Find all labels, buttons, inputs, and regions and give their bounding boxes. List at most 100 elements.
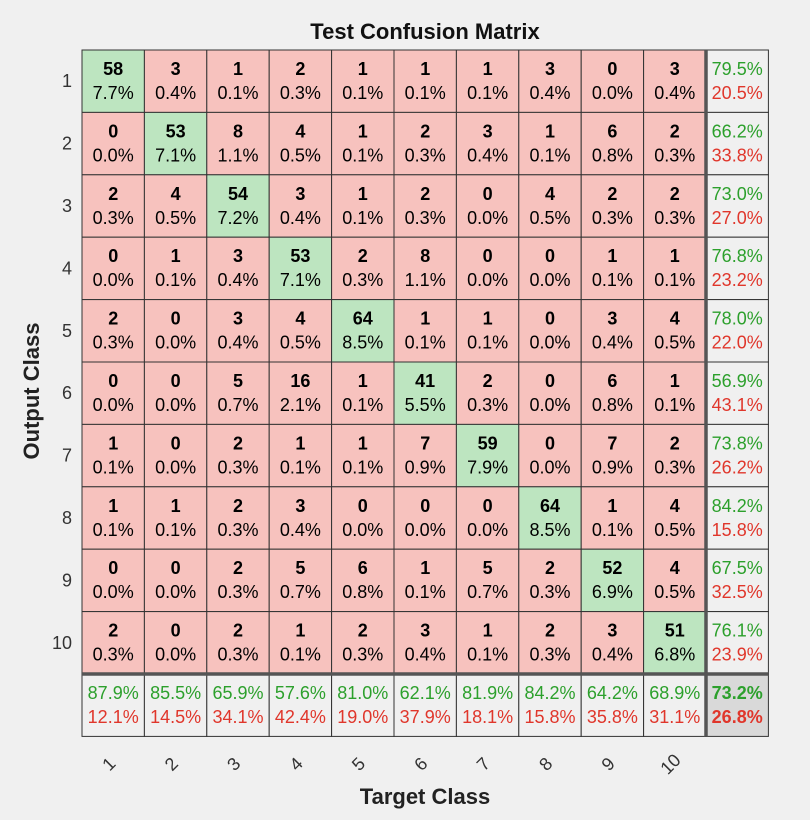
cell-percent: 0.3% xyxy=(529,645,570,665)
cell-count: 0 xyxy=(545,433,555,453)
x-tick-label: 10 xyxy=(656,750,684,778)
cell-percent: 0.0% xyxy=(93,395,134,415)
matrix-cell xyxy=(81,486,145,550)
row-precision: 73.8% xyxy=(712,433,763,453)
cell-count: 58 xyxy=(103,59,123,79)
cell-count: 51 xyxy=(665,621,685,641)
cell-count: 2 xyxy=(420,184,430,204)
matrix-cell xyxy=(643,486,707,550)
cell-count: 1 xyxy=(607,496,617,516)
x-tick-labels: 1 2 3 4 5 6 7 8 9 10 xyxy=(98,750,684,778)
cell-percent: 0.4% xyxy=(280,520,321,540)
x-tick-label: 7 xyxy=(473,754,494,775)
cell-percent: 0.0% xyxy=(93,582,134,602)
col-error: 12.1% xyxy=(88,707,139,727)
summary-cell xyxy=(393,673,457,737)
col-error: 37.9% xyxy=(400,707,451,727)
x-tick-label: 3 xyxy=(223,754,244,775)
cell-percent: 0.1% xyxy=(405,333,446,353)
cell-count: 7 xyxy=(420,433,430,453)
cell-count: 1 xyxy=(483,621,493,641)
matrix-cell xyxy=(206,611,270,675)
cell-count: 0 xyxy=(171,371,181,391)
matrix-cell xyxy=(518,486,582,550)
cell-percent: 0.4% xyxy=(155,83,196,103)
y-tick-label: 4 xyxy=(62,258,72,278)
summary-cell xyxy=(705,548,769,613)
matrix-cell xyxy=(331,611,395,675)
cell-count: 2 xyxy=(358,621,368,641)
cell-count: 2 xyxy=(670,433,680,453)
cell-percent: 0.3% xyxy=(654,145,695,165)
summary-cell xyxy=(705,361,769,425)
cell-count: 3 xyxy=(607,309,617,329)
row-error: 27.0% xyxy=(712,208,763,228)
matrix-cell xyxy=(518,49,582,113)
cell-percent: 0.1% xyxy=(592,270,633,290)
cell-count: 2 xyxy=(233,496,243,516)
cell-percent: 0.3% xyxy=(217,457,258,477)
cell-percent: 0.1% xyxy=(280,457,321,477)
col-recall: 68.9% xyxy=(649,683,700,703)
cell-percent: 0.5% xyxy=(654,333,695,353)
row-error: 43.1% xyxy=(712,395,763,415)
cell-percent: 0.0% xyxy=(155,457,196,477)
cell-count: 59 xyxy=(478,433,498,453)
cell-count: 64 xyxy=(353,309,373,329)
cell-count: 52 xyxy=(602,558,622,578)
y-tick-label: 5 xyxy=(62,321,72,341)
cell-count: 4 xyxy=(295,309,305,329)
matrix-cell xyxy=(206,174,270,238)
cell-count: 2 xyxy=(545,621,555,641)
cell-count: 2 xyxy=(358,246,368,266)
cell-percent: 0.0% xyxy=(529,457,570,477)
cell-count: 2 xyxy=(670,121,680,141)
summary-cell xyxy=(518,673,582,737)
x-tick-label: 2 xyxy=(161,754,182,775)
cell-percent: 0.3% xyxy=(217,582,258,602)
cell-count: 0 xyxy=(108,121,118,141)
cell-count: 1 xyxy=(108,496,118,516)
matrix-cell xyxy=(268,49,333,113)
cell-count: 1 xyxy=(295,621,305,641)
cell-count: 5 xyxy=(295,558,305,578)
cell-percent: 0.1% xyxy=(654,395,695,415)
y-tick-labels: 1 2 3 4 5 6 7 8 9 10 xyxy=(52,71,72,653)
col-recall: 85.5% xyxy=(150,683,201,703)
cell-percent: 0.8% xyxy=(592,395,633,415)
x-tick-label: 6 xyxy=(410,754,431,775)
cell-count: 0 xyxy=(483,246,493,266)
cell-count: 6 xyxy=(607,121,617,141)
row-precision: 78.0% xyxy=(712,309,763,329)
cell-percent: 0.0% xyxy=(467,270,508,290)
summary-cell xyxy=(81,673,145,737)
cell-percent: 0.3% xyxy=(405,208,446,228)
col-recall: 84.2% xyxy=(524,683,575,703)
cell-percent: 7.1% xyxy=(155,145,196,165)
cell-percent: 0.1% xyxy=(93,520,134,540)
cell-count: 1 xyxy=(545,121,555,141)
cell-percent: 0.0% xyxy=(529,270,570,290)
summary-cell xyxy=(331,673,395,737)
col-recall: 65.9% xyxy=(212,683,263,703)
matrix-cell xyxy=(580,236,645,301)
cell-count: 0 xyxy=(171,433,181,453)
cell-percent: 0.1% xyxy=(342,395,383,415)
cell-percent: 0.8% xyxy=(592,145,633,165)
summary-cell xyxy=(206,673,270,737)
cell-percent: 0.4% xyxy=(529,83,570,103)
cell-count: 41 xyxy=(415,371,435,391)
col-error: 31.1% xyxy=(649,707,700,727)
cell-count: 3 xyxy=(607,621,617,641)
matrix-cell xyxy=(331,111,395,176)
matrix-cell xyxy=(81,611,145,675)
row-precision: 56.9% xyxy=(712,371,763,391)
matrix-cell xyxy=(206,423,270,488)
cell-percent: 7.2% xyxy=(217,208,258,228)
y-tick-label: 2 xyxy=(62,134,72,154)
matrix-cell xyxy=(206,299,270,363)
matrix-cell xyxy=(643,236,707,301)
matrix-cell xyxy=(580,548,645,613)
cell-percent: 0.4% xyxy=(217,270,258,290)
cell-count: 5 xyxy=(233,371,243,391)
